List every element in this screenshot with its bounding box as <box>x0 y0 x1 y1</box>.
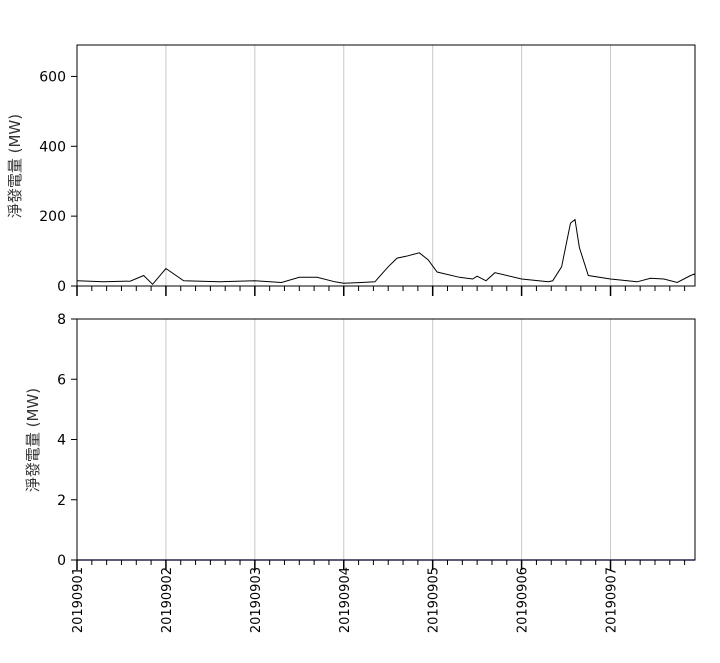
top-panel-frame <box>76 44 696 287</box>
series-line <box>76 218 696 286</box>
x-tick-label: 20190906 <box>516 567 531 633</box>
bottom-panel-gridlines <box>165 319 612 560</box>
bottom-panel-y-axis-label: 淨發電量 (MW) <box>24 388 42 492</box>
top-panel-y-axis-label: 淨發電量 (MW) <box>6 114 24 218</box>
x-tick-label: 20190905 <box>427 567 442 633</box>
y-tick-label: 200 <box>39 209 66 225</box>
y-tick-label: 400 <box>39 139 66 155</box>
top-panel-x-ticks <box>76 286 686 296</box>
bottom-panel-frame <box>76 318 696 561</box>
x-tick-label: 20190907 <box>605 567 620 633</box>
x-tick-label: 20190903 <box>249 567 264 633</box>
bottom-panel-y-ticks: 0 2 4 6 8 <box>57 312 77 569</box>
x-tick-label: 20190902 <box>160 567 175 633</box>
y-tick-label: 6 <box>57 372 66 388</box>
top-panel: 0 200 400 600 淨發電量 (MW) <box>6 44 696 296</box>
top-panel-gridlines <box>165 45 612 286</box>
y-tick-label: 2 <box>57 493 66 509</box>
y-tick-label: 8 <box>57 312 66 328</box>
y-tick-label: 600 <box>39 69 66 85</box>
bottom-panel-x-tick-labels: 20190901 20190902 20190903 20190904 20190905… <box>71 567 620 633</box>
y-tick-label: 0 <box>57 279 66 295</box>
top-panel-series <box>76 218 696 286</box>
y-tick-label: 4 <box>57 433 66 449</box>
bottom-panel-x-ticks <box>76 560 686 570</box>
top-panel-y-ticks: 0 200 400 600 <box>39 69 77 295</box>
y-tick-label: 0 <box>57 553 66 569</box>
x-tick-label: 20190901 <box>71 567 86 633</box>
x-tick-label: 20190904 <box>338 567 353 633</box>
